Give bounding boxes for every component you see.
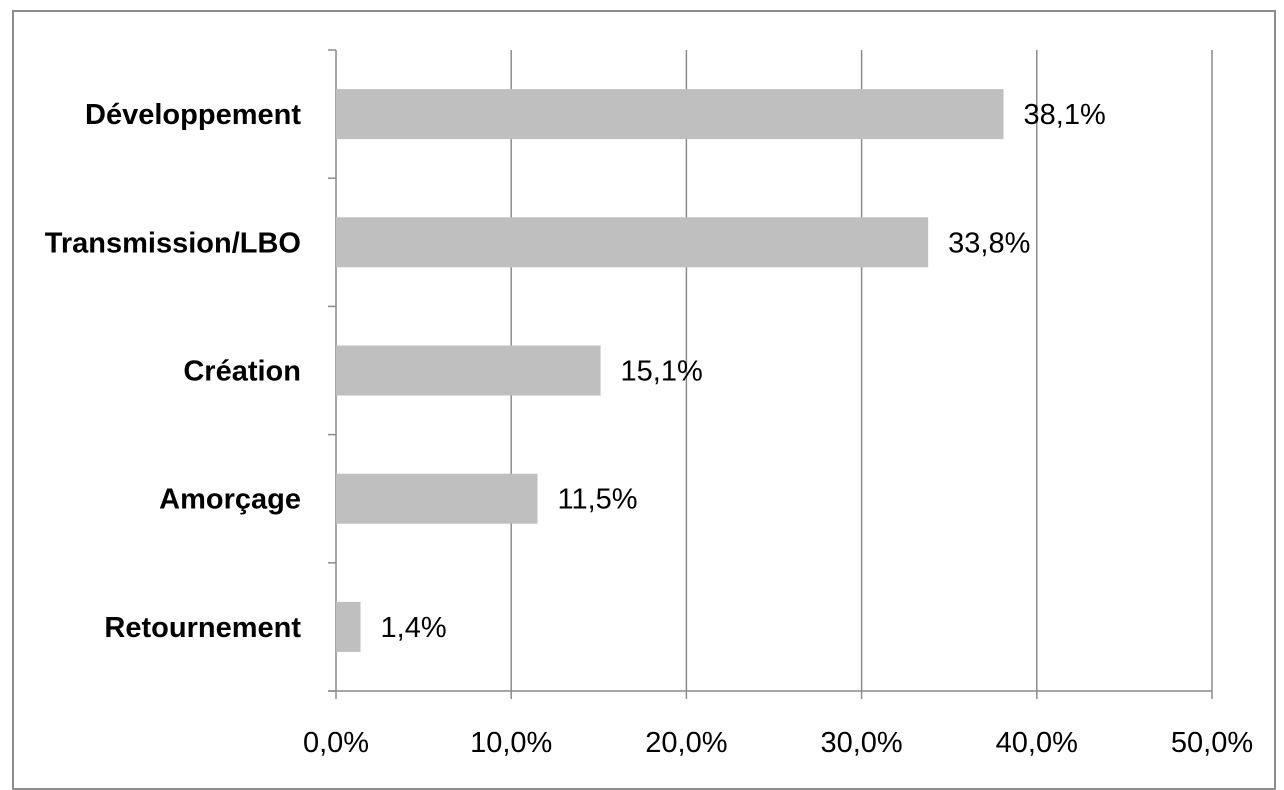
category-label: Retournement bbox=[104, 612, 301, 644]
chart-frame bbox=[12, 10, 1276, 790]
labels: 0,0% 10,0% 20,0% 30,0% 40,0% 50,0% Développeme… bbox=[45, 99, 1253, 759]
x-tick-label: 30,0% bbox=[820, 727, 902, 759]
category-label: Création bbox=[183, 356, 301, 388]
category-label: Développement bbox=[85, 99, 301, 131]
x-tick-label: 50,0% bbox=[1171, 727, 1253, 759]
data-label: 1,4% bbox=[381, 612, 447, 644]
category-label: Amorçage bbox=[159, 484, 301, 516]
x-tick-label: 40,0% bbox=[996, 727, 1078, 759]
x-tick-label: 0,0% bbox=[303, 727, 369, 759]
bar bbox=[336, 473, 538, 524]
data-label: 11,5% bbox=[557, 484, 637, 516]
bar bbox=[336, 89, 1004, 140]
grid-lines bbox=[510, 50, 1213, 691]
data-label: 38,1% bbox=[1024, 99, 1106, 131]
bar bbox=[336, 601, 361, 652]
bar bbox=[336, 217, 929, 268]
x-tick-label: 10,0% bbox=[470, 727, 552, 759]
category-label: Transmission/LBO bbox=[45, 227, 301, 259]
bar bbox=[336, 345, 601, 396]
data-label: 33,8% bbox=[948, 227, 1030, 259]
x-tick-label: 20,0% bbox=[645, 727, 727, 759]
bars bbox=[336, 89, 1004, 652]
data-label: 15,1% bbox=[621, 356, 703, 388]
